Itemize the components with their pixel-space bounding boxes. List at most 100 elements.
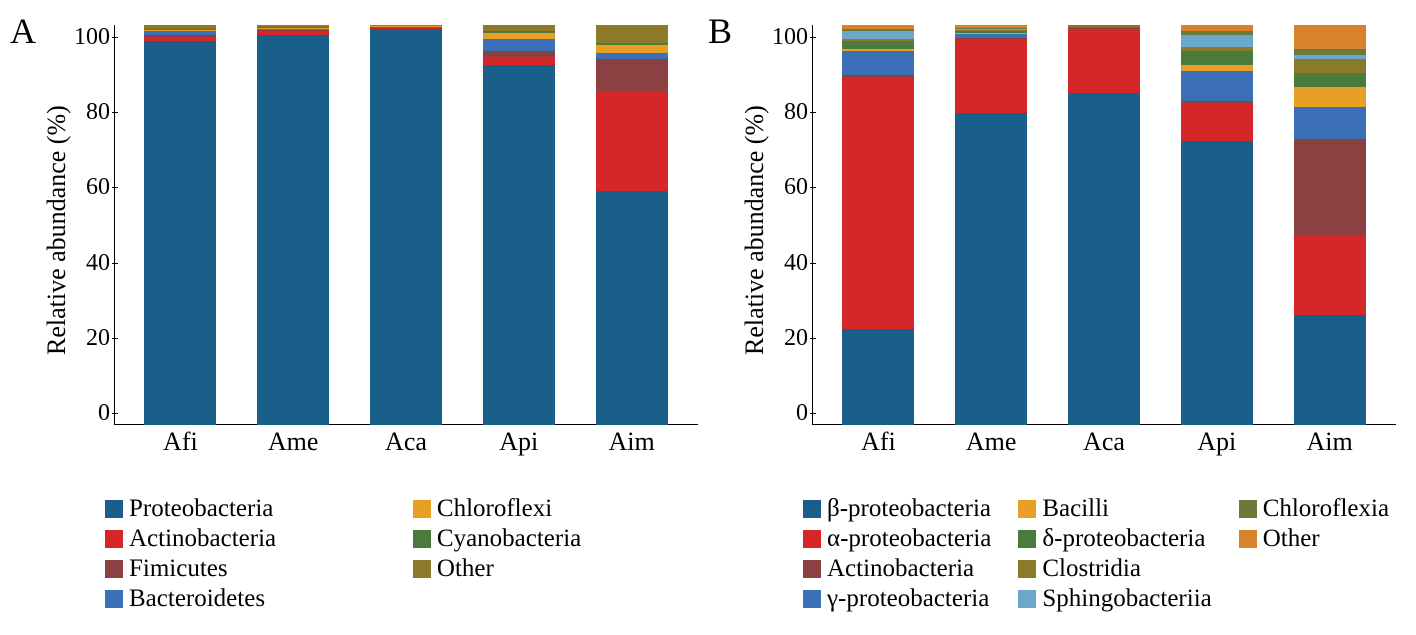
segment: [483, 57, 555, 65]
segment: [842, 31, 914, 39]
segment: [1294, 59, 1366, 73]
legend-swatch: [1018, 530, 1036, 548]
legend-swatch: [1018, 500, 1036, 518]
legend-label: Bacilli: [1042, 495, 1109, 523]
legend-item: Actinobacteria: [803, 555, 1008, 583]
chart-b-yaxis: 100806040200: [772, 25, 812, 425]
segment: [1294, 235, 1366, 315]
chart-b-xlabels: AfiAmeAcaApiAim: [812, 427, 1396, 457]
legend-item: Bacteroidetes: [105, 585, 403, 613]
xlabel: Afi: [144, 427, 216, 457]
panel-a: A Relative abundance (%) 100806040200 Af…: [10, 10, 708, 625]
legend-label: Actinobacteria: [129, 525, 276, 553]
chart-b-bars: [812, 25, 1396, 425]
xlabel: Ame: [257, 427, 329, 457]
chart-a-bars: [114, 25, 698, 425]
chart-b-ylabel: Relative abundance (%): [738, 15, 772, 445]
legend-label: Chloroflexia: [1263, 495, 1389, 523]
panel-b: B Relative abundance (%) 100806040200 Af…: [708, 10, 1406, 625]
bar-Aca: [1068, 25, 1140, 425]
ytick: 100: [772, 25, 808, 49]
segment: [842, 41, 914, 49]
xlabel: Afi: [842, 427, 914, 457]
legend-item: Bacilli: [1018, 495, 1228, 523]
ytick: 20: [86, 326, 110, 350]
chart-a-legend-grid: ProteobacteriaActinobacteriaFimicutesBac…: [105, 495, 708, 613]
legend-item: Proteobacteria: [105, 495, 403, 523]
ytick: 100: [74, 25, 110, 49]
legend-swatch: [1018, 590, 1036, 608]
legend-label: Bacteroidetes: [129, 585, 265, 613]
ytick: 0: [98, 401, 110, 425]
segment: [1181, 141, 1253, 425]
ytick: 60: [784, 175, 808, 199]
segment: [483, 39, 555, 51]
ytick: 40: [86, 251, 110, 275]
legend-swatch: [413, 530, 431, 548]
legend-item: Actinobacteria: [105, 525, 403, 553]
ytick: 20: [784, 326, 808, 350]
bar-Aim: [1294, 25, 1366, 425]
legend-item: Clostridia: [1018, 555, 1228, 583]
legend-swatch: [1239, 500, 1257, 518]
legend-label: δ-proteobacteria: [1042, 525, 1205, 553]
segment: [370, 29, 442, 425]
chart-a-legend: ProteobacteriaActinobacteriaFimicutesBac…: [105, 495, 708, 613]
legend-item: γ-proteobacteria: [803, 585, 1008, 613]
legend-swatch: [803, 560, 821, 578]
legend-swatch: [105, 560, 123, 578]
legend-swatch: [105, 530, 123, 548]
segment: [596, 59, 668, 91]
chart-b-legend: β-proteobacteriaα-proteobacteriaActinoba…: [803, 495, 1406, 613]
legend-label: γ-proteobacteria: [827, 585, 989, 613]
segment: [1294, 107, 1366, 139]
ytick: 0: [796, 401, 808, 425]
segment: [596, 91, 668, 191]
xlabel: Ame: [955, 427, 1027, 457]
segment: [596, 45, 668, 53]
legend-label: Other: [1263, 525, 1320, 553]
legend-swatch: [105, 500, 123, 518]
segment: [1181, 71, 1253, 101]
legend-label: Chloroflexi: [437, 495, 552, 523]
bar-Api: [1181, 25, 1253, 425]
legend-swatch: [105, 590, 123, 608]
segment: [144, 41, 216, 425]
legend-label: Fimicutes: [129, 555, 228, 583]
legend-swatch: [413, 500, 431, 518]
segment: [1181, 35, 1253, 47]
segment: [483, 65, 555, 425]
legend-item: Other: [413, 555, 708, 583]
legend-swatch: [1239, 530, 1257, 548]
segment: [1181, 51, 1253, 65]
chart-a-plot: AfiAmeAcaApiAim: [114, 15, 698, 445]
chart-a-yaxis: 100806040200: [74, 25, 114, 425]
legend-swatch: [413, 560, 431, 578]
legend-label: α-proteobacteria: [827, 525, 991, 553]
panel-b-label: B: [708, 10, 732, 52]
segment: [1181, 103, 1253, 141]
segment: [955, 113, 1027, 425]
bar-Api: [483, 25, 555, 425]
ytick: 40: [784, 251, 808, 275]
segment: [257, 35, 329, 425]
legend-item: δ-proteobacteria: [1018, 525, 1228, 553]
legend-item: Sphingobacteriia: [1018, 585, 1228, 613]
segment: [1294, 315, 1366, 425]
legend-label: β-proteobacteria: [827, 495, 991, 523]
chart-a-ylabel: Relative abundance (%): [40, 15, 74, 445]
segment: [842, 329, 914, 425]
legend-label: Actinobacteria: [827, 555, 974, 583]
chart-b: Relative abundance (%) 100806040200 AfiA…: [738, 15, 1406, 445]
legend-item: β-proteobacteria: [803, 495, 1008, 523]
xlabel: Aca: [1068, 427, 1140, 457]
segment: [1294, 87, 1366, 107]
segment: [1294, 73, 1366, 87]
segment: [1068, 29, 1140, 93]
ytick: 60: [86, 175, 110, 199]
chart-a: Relative abundance (%) 100806040200 AfiA…: [40, 15, 708, 445]
bar-Afi: [842, 25, 914, 425]
xlabel: Aca: [370, 427, 442, 457]
segment: [955, 39, 1027, 113]
segment: [842, 77, 914, 329]
